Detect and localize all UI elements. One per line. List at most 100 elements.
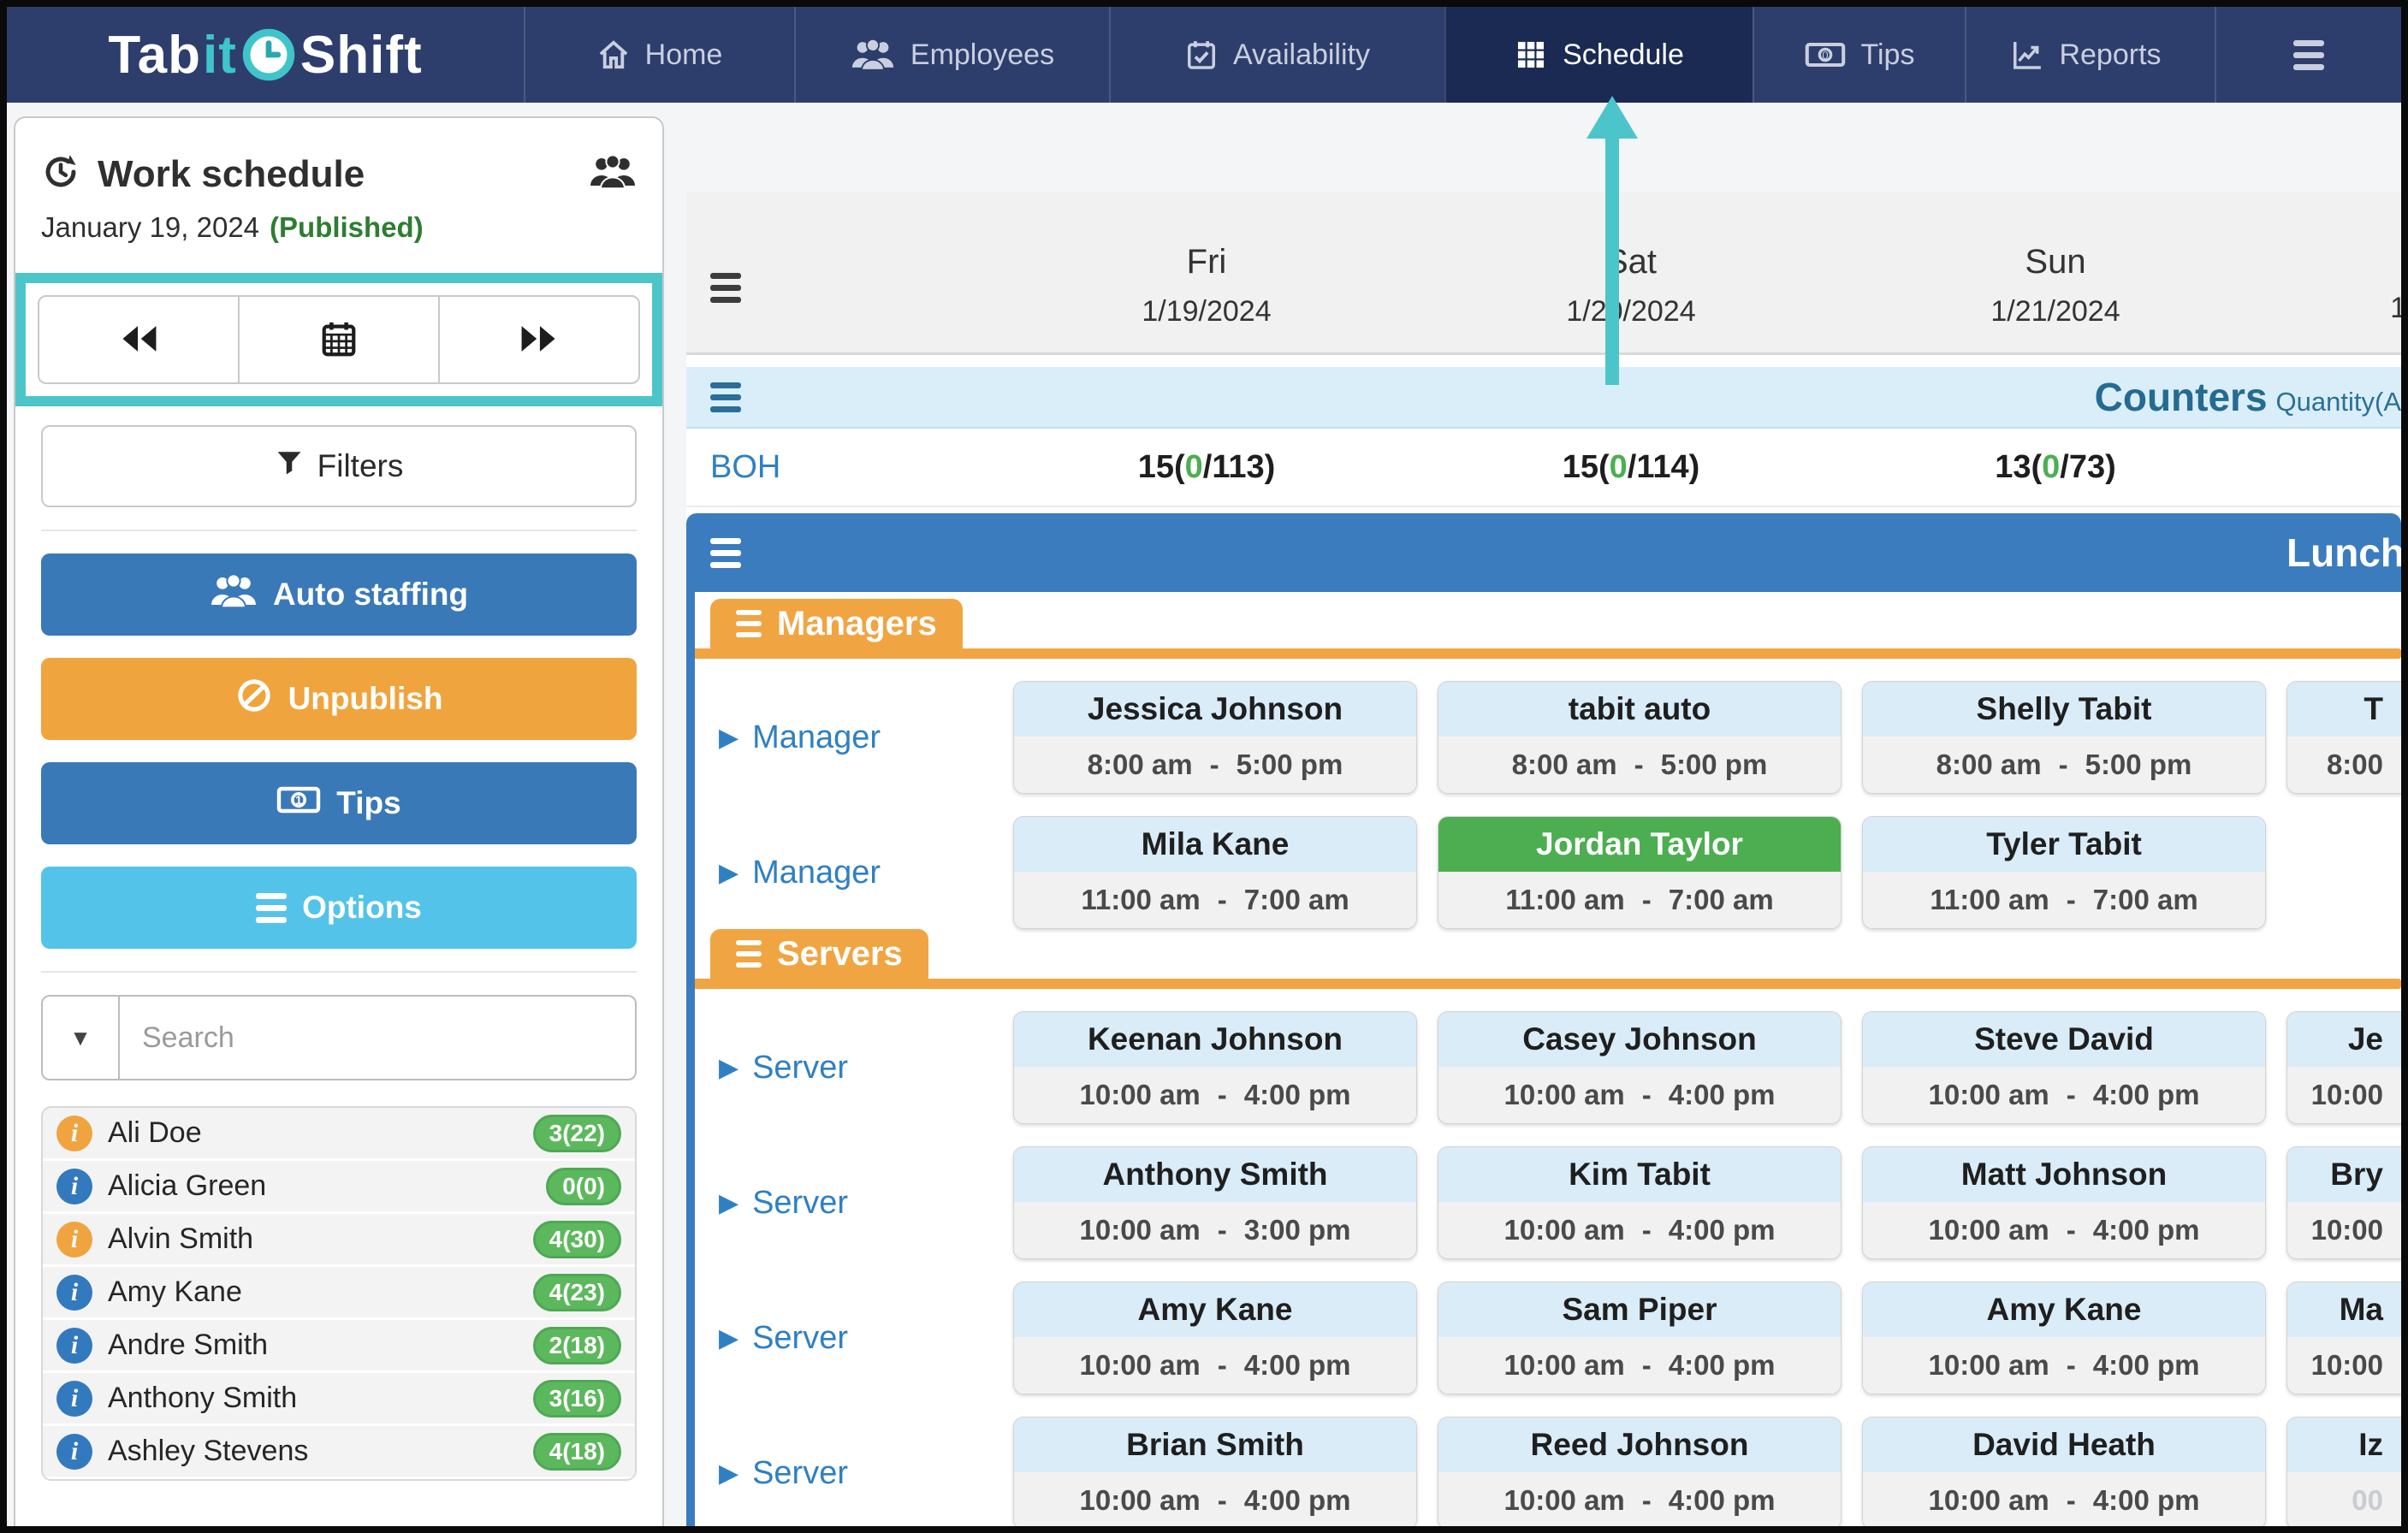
info-icon[interactable]: i bbox=[56, 1221, 92, 1258]
shift-card[interactable]: Keenan Johnson 10:00 am -4:00 pm bbox=[1013, 1011, 1417, 1124]
role-label: Server bbox=[752, 1454, 848, 1491]
nav-item-employees[interactable]: Employees bbox=[794, 7, 1109, 103]
week-navigation bbox=[38, 295, 640, 384]
page-title: Work schedule bbox=[98, 152, 365, 195]
shift-card[interactable]: Amy Kane 10:00 am -4:00 pm bbox=[1862, 1281, 2266, 1394]
people-icon[interactable] bbox=[589, 154, 637, 193]
shift-row: ▶ Server Keenan Johnson 10:00 am -4:00 pm Cas… bbox=[695, 1011, 2401, 1124]
annotation-arrow-head bbox=[1587, 96, 1638, 139]
counters-menu-icon[interactable] bbox=[710, 382, 741, 412]
employee-name: Amy Kane bbox=[108, 1276, 242, 1308]
shift-card[interactable]: Iz 00 bbox=[2286, 1417, 2401, 1526]
group-tab-managers[interactable]: Managers bbox=[710, 599, 963, 648]
nav-item-label: Reports bbox=[2059, 38, 2162, 71]
shift-card[interactable]: Ma 10:00 bbox=[2286, 1281, 2401, 1394]
lunch-menu-icon[interactable] bbox=[710, 537, 741, 568]
shift-card[interactable]: Anthony Smith 10:00 am -3:00 pm bbox=[1013, 1146, 1417, 1259]
shift-card[interactable]: Jessica Johnson 8:00 am -5:00 pm bbox=[1013, 681, 1417, 794]
shift-card[interactable]: Steve David 10:00 am -4:00 pm bbox=[1862, 1011, 2266, 1124]
group-tab-servers[interactable]: Servers bbox=[710, 929, 928, 979]
info-icon[interactable]: i bbox=[56, 1380, 92, 1417]
info-icon[interactable]: i bbox=[56, 1327, 92, 1364]
shift-employee-name: Anthony Smith bbox=[1014, 1147, 1416, 1202]
caret-down-icon: ▼ bbox=[69, 1024, 92, 1051]
annotation-arrow-shaft bbox=[1605, 135, 1619, 385]
employee-row[interactable]: i Anthony Smith 3(16) bbox=[43, 1373, 635, 1426]
nav-item-reports[interactable]: Reports bbox=[1965, 7, 2206, 103]
nav-item-label: Home bbox=[644, 38, 723, 71]
employee-row[interactable]: i Amy Kane 4(23) bbox=[43, 1267, 635, 1320]
counter-value: 15(0/114) bbox=[1562, 448, 1700, 485]
shift-count-badge: 2(18) bbox=[532, 1326, 621, 1364]
info-icon[interactable]: i bbox=[56, 1168, 92, 1204]
role-toggle[interactable]: ▶ Server bbox=[695, 1050, 993, 1086]
tips-icon: 0 bbox=[1805, 38, 1846, 71]
shift-card[interactable]: Bry 10:00 bbox=[2286, 1146, 2401, 1259]
shift-count-badge: 0(0) bbox=[546, 1167, 621, 1205]
shift-card[interactable]: Je 10:00 bbox=[2286, 1011, 2401, 1124]
nav-menu-button[interactable] bbox=[2215, 7, 2401, 103]
search-input[interactable] bbox=[120, 995, 637, 1080]
shift-time: 00 bbox=[2287, 1472, 2401, 1526]
expand-arrow-icon: ▶ bbox=[719, 1053, 739, 1082]
reports-icon bbox=[2011, 38, 2043, 71]
auto-staffing-button[interactable]: Auto staffing bbox=[41, 553, 637, 636]
collapse-all-button[interactable] bbox=[686, 268, 984, 303]
shift-employee-name: Matt Johnson bbox=[1863, 1147, 2265, 1202]
schedule-icon bbox=[1515, 38, 1547, 71]
tips-button[interactable]: 1 Tips bbox=[41, 762, 637, 844]
unpublish-button[interactable]: Unpublish bbox=[41, 658, 637, 740]
nav-item-tips[interactable]: 0 Tips bbox=[1753, 7, 1965, 103]
app-logo[interactable]: Tab it Shift bbox=[7, 7, 524, 103]
info-icon[interactable]: i bbox=[56, 1433, 92, 1470]
previous-week-button[interactable] bbox=[38, 295, 240, 384]
employee-row[interactable]: i Alicia Green 0(0) bbox=[43, 1161, 635, 1214]
calendar-picker-button[interactable] bbox=[238, 295, 440, 384]
filters-button[interactable]: Filters bbox=[41, 425, 637, 507]
nav-item-schedule[interactable]: Schedule bbox=[1444, 7, 1753, 103]
employee-row[interactable]: i Ashley Stevens 4(18) bbox=[43, 1426, 635, 1479]
search-filter-dropdown[interactable]: ▼ bbox=[41, 995, 120, 1080]
role-toggle[interactable]: ▶ Server bbox=[695, 1320, 993, 1357]
shift-time: 8:00 am -5:00 pm bbox=[1438, 737, 1841, 793]
role-toggle[interactable]: ▶ Server bbox=[695, 1455, 993, 1492]
shift-time: 10:00 am -4:00 pm bbox=[1014, 1067, 1416, 1123]
options-button[interactable]: Options bbox=[41, 867, 637, 949]
shift-card[interactable]: Tyler Tabit 11:00 am -7:00 am bbox=[1862, 816, 2266, 929]
shift-card[interactable]: Amy Kane 10:00 am -4:00 pm bbox=[1013, 1281, 1417, 1394]
shift-card[interactable]: Jordan Taylor 11:00 am -7:00 am bbox=[1438, 816, 1842, 929]
shift-time-fragment: 10:00 bbox=[2310, 1214, 2383, 1246]
shift-card[interactable]: Shelly Tabit 8:00 am -5:00 pm bbox=[1862, 681, 2266, 794]
shift-time: 10:00 am -4:00 pm bbox=[1438, 1067, 1841, 1123]
role-toggle[interactable]: ▶ Manager bbox=[695, 855, 993, 891]
shift-card[interactable]: Reed Johnson 10:00 am -4:00 pm bbox=[1438, 1417, 1842, 1526]
expand-arrow-icon: ▶ bbox=[719, 858, 739, 887]
shift-time: 10:00 am -4:00 pm bbox=[1863, 1067, 2265, 1123]
boh-label[interactable]: BOH bbox=[710, 448, 781, 485]
shift-card[interactable]: Mila Kane 11:00 am -7:00 am bbox=[1013, 816, 1417, 929]
info-icon[interactable]: i bbox=[56, 1115, 92, 1151]
shift-card[interactable]: T 8:00 bbox=[2286, 681, 2401, 794]
info-icon[interactable]: i bbox=[56, 1274, 92, 1311]
nav-item-home[interactable]: Home bbox=[524, 7, 794, 103]
employee-row[interactable]: i Ali Doe 3(22) bbox=[43, 1108, 635, 1161]
next-week-button[interactable] bbox=[438, 295, 640, 384]
shift-card[interactable]: Kim Tabit 10:00 am -4:00 pm bbox=[1438, 1146, 1842, 1259]
shift-card[interactable]: David Heath 10:00 am -4:00 pm bbox=[1862, 1417, 2266, 1526]
shift-card[interactable]: Casey Johnson 10:00 am -4:00 pm bbox=[1438, 1011, 1842, 1124]
shift-card[interactable]: tabit auto 8:00 am -5:00 pm bbox=[1438, 681, 1842, 794]
employee-row[interactable]: i Alvin Smith 4(30) bbox=[43, 1214, 635, 1267]
shift-employee-name-fragment: Bry bbox=[2330, 1157, 2383, 1192]
svg-text:0: 0 bbox=[1822, 49, 1828, 62]
shift-card[interactable]: Brian Smith 10:00 am -4:00 pm bbox=[1013, 1417, 1417, 1526]
unpublish-label: Unpublish bbox=[288, 681, 443, 716]
shift-card[interactable]: Matt Johnson 10:00 am -4:00 pm bbox=[1862, 1146, 2266, 1259]
nav-item-availability[interactable]: Availability bbox=[1109, 7, 1444, 103]
shift-card[interactable]: Sam Piper 10:00 am -4:00 pm bbox=[1438, 1281, 1842, 1394]
role-toggle[interactable]: ▶ Manager bbox=[695, 719, 993, 756]
shift-employee-name: Amy Kane bbox=[1863, 1282, 2265, 1337]
employee-row[interactable]: i Andre Smith 2(18) bbox=[43, 1320, 635, 1373]
calendar-icon bbox=[319, 319, 359, 361]
role-toggle[interactable]: ▶ Server bbox=[695, 1185, 993, 1222]
